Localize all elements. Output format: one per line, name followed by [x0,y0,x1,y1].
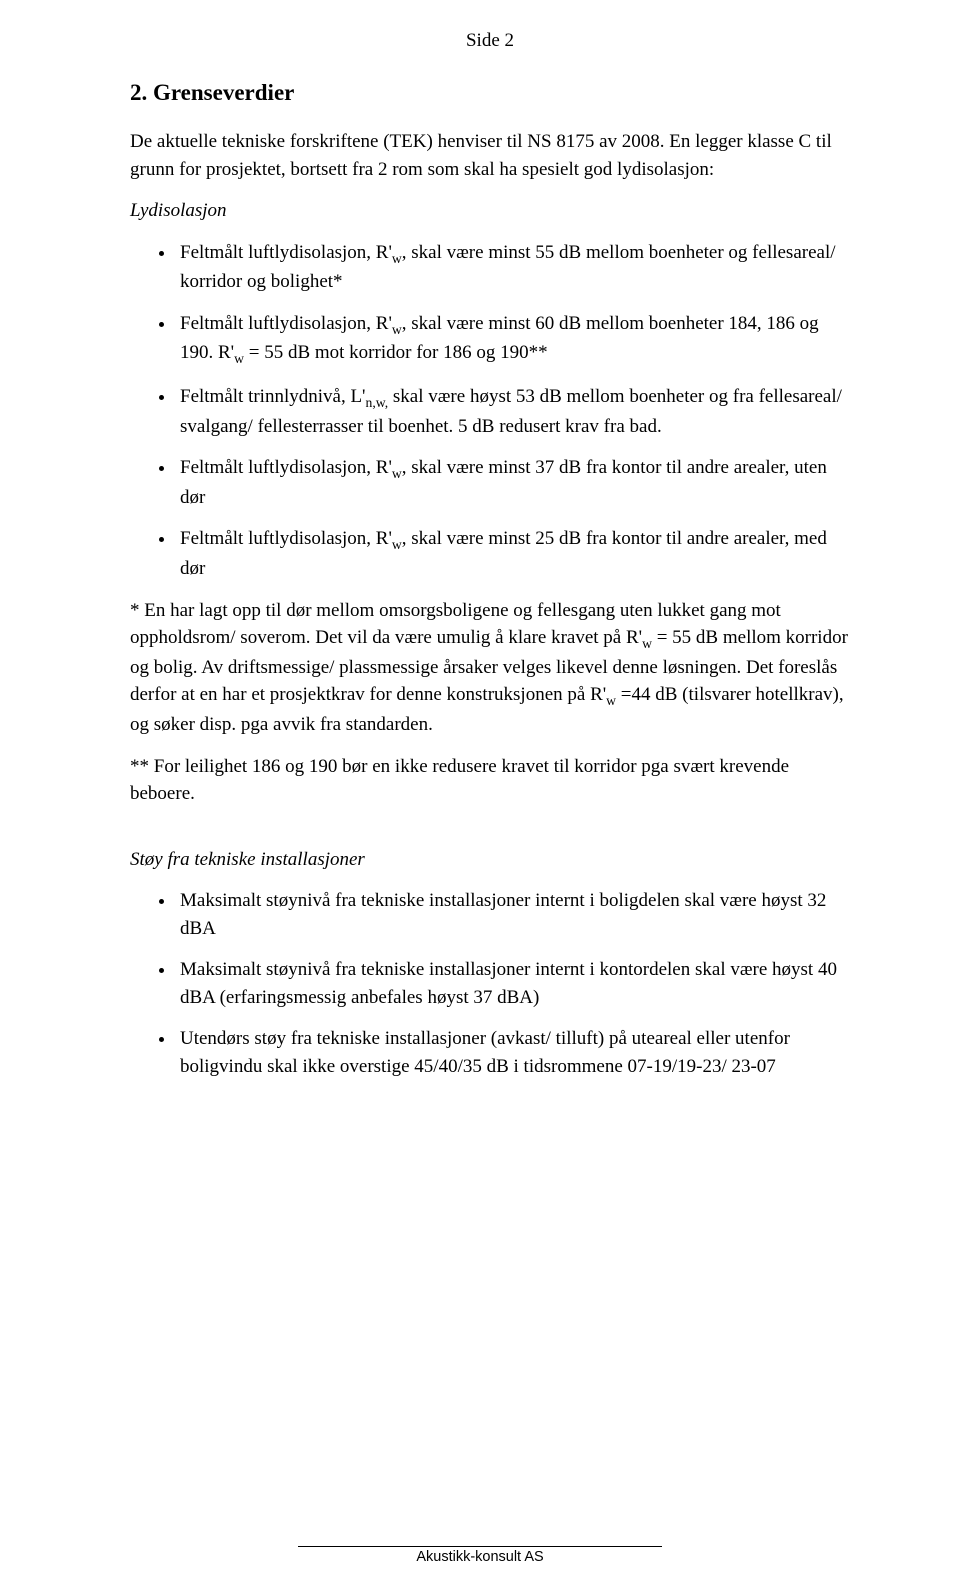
text: Feltmålt luftlydisolasjon, R' [180,242,392,263]
subscript: w [606,693,616,708]
list-item: Feltmålt luftlydisolasjon, R'w, skal vær… [176,310,850,369]
subscript: w [392,250,402,265]
list-item: Feltmålt luftlydisolasjon, R'w, skal vær… [176,454,850,511]
list-item: Utendørs støy fra tekniske installasjone… [176,1025,850,1080]
note-1: * En har lagt opp til dør mellom omsorgs… [130,597,850,739]
intro-paragraph: De aktuelle tekniske forskriftene (TEK) … [130,128,850,183]
page-number: Side 2 [130,30,850,52]
subscript: w [234,351,244,366]
text: Feltmålt trinnlydnivå, L' [180,386,365,407]
subsection-title-stoy: Støy fra tekniske installasjoner [130,846,850,874]
subscript: w [392,537,402,552]
subscript: w [642,636,652,651]
text: = 55 dB mot korridor for 186 og 190** [244,342,548,363]
footer-divider [298,1546,662,1547]
note-2: ** For leilighet 186 og 190 bør en ikke … [130,753,850,808]
list-item: Feltmålt trinnlydnivå, L'n,w, skal være … [176,383,850,440]
list-item: Maksimalt støynivå fra tekniske installa… [176,887,850,942]
page-footer: Akustikk-konsult AS [0,1546,960,1565]
section-heading: 2. Grenseverdier [130,80,850,106]
document-page: Side 2 2. Grenseverdier De aktuelle tekn… [0,0,960,1585]
subsection-title-lydisolasjon: Lydisolasjon [130,197,850,225]
subscript: n,w, [365,395,388,410]
bullet-list-lydisolasjon: Feltmålt luftlydisolasjon, R'w, skal vær… [130,239,850,583]
subscript: w [392,466,402,481]
bullet-list-stoy: Maksimalt støynivå fra tekniske installa… [130,887,850,1080]
text: Feltmålt luftlydisolasjon, R' [180,313,392,334]
footer-text: Akustikk-konsult AS [0,1549,960,1565]
text: Feltmålt luftlydisolasjon, R' [180,457,392,478]
list-item: Feltmålt luftlydisolasjon, R'w, skal vær… [176,525,850,582]
list-item: Feltmålt luftlydisolasjon, R'w, skal vær… [176,239,850,296]
subscript: w [392,322,402,337]
text: Feltmålt luftlydisolasjon, R' [180,528,392,549]
list-item: Maksimalt støynivå fra tekniske installa… [176,956,850,1011]
